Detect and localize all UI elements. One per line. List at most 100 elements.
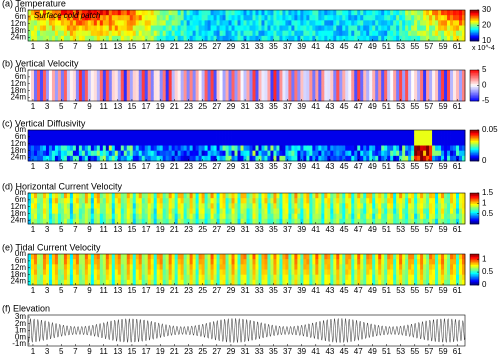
heatmap-cell bbox=[78, 20, 83, 26]
heatmap-cell bbox=[276, 150, 280, 157]
heatmap-cell bbox=[126, 15, 131, 21]
y-tick-label: 12m bbox=[10, 263, 26, 272]
heatmap-cell bbox=[339, 150, 343, 157]
heatmap-cell bbox=[414, 145, 418, 152]
heatmap-cell bbox=[225, 269, 229, 276]
heatmap-cell bbox=[180, 80, 185, 86]
heatmap-cell bbox=[447, 193, 451, 199]
x-tick-label: 27 bbox=[212, 347, 221, 356]
heatmap-cell bbox=[111, 35, 116, 42]
heatmap-cell bbox=[339, 135, 343, 141]
heatmap-cell bbox=[369, 218, 373, 225]
heatmap-cell bbox=[153, 30, 158, 37]
heatmap-cell bbox=[279, 130, 283, 136]
x-tick-label: 51 bbox=[382, 286, 391, 295]
heatmap-cell bbox=[120, 264, 125, 270]
heatmap-cell bbox=[78, 218, 83, 225]
heatmap-cell bbox=[240, 135, 244, 141]
heatmap-cell bbox=[153, 203, 158, 209]
heatmap-cell bbox=[174, 95, 179, 102]
heatmap-cell bbox=[174, 85, 179, 92]
heatmap-cell bbox=[300, 80, 304, 86]
heatmap-cell bbox=[222, 269, 226, 276]
heatmap-cell bbox=[294, 130, 298, 136]
colorbar-cell bbox=[470, 11, 479, 14]
heatmap-cell bbox=[312, 15, 316, 21]
heatmap-cell bbox=[267, 259, 271, 265]
heatmap-cell bbox=[264, 35, 268, 42]
heatmap-cell bbox=[348, 70, 352, 76]
heatmap-cell bbox=[327, 90, 331, 97]
heatmap-cell bbox=[459, 85, 463, 92]
heatmap-cell bbox=[267, 193, 271, 199]
heatmap-cell bbox=[450, 75, 454, 81]
heatmap-cell bbox=[222, 20, 226, 26]
heatmap-cell bbox=[381, 203, 385, 209]
heatmap-cell bbox=[297, 203, 301, 209]
heatmap-cell bbox=[234, 150, 238, 157]
heatmap-cell bbox=[393, 203, 397, 209]
heatmap-cell bbox=[264, 135, 268, 141]
heatmap-cell bbox=[150, 35, 155, 42]
heatmap-cell bbox=[51, 213, 56, 220]
heatmap-cell bbox=[213, 20, 217, 26]
heatmap-cell bbox=[132, 208, 137, 215]
heatmap-cell bbox=[198, 130, 203, 136]
heatmap-cell bbox=[120, 80, 125, 86]
heatmap-cell bbox=[114, 203, 119, 209]
x-tick-label: 49 bbox=[368, 286, 377, 295]
heatmap-cell bbox=[399, 10, 403, 16]
heatmap-cell bbox=[456, 218, 460, 225]
heatmap-cell bbox=[165, 15, 170, 21]
heatmap-cell bbox=[285, 279, 289, 286]
heatmap-cell bbox=[30, 264, 35, 270]
heatmap-cell bbox=[28, 90, 32, 97]
heatmap-cell bbox=[387, 203, 391, 209]
heatmap-cell bbox=[39, 130, 44, 136]
heatmap-cell bbox=[387, 80, 391, 86]
heatmap-cell bbox=[96, 274, 101, 281]
heatmap-cell bbox=[309, 140, 313, 146]
heatmap-cell bbox=[453, 25, 457, 32]
heatmap-cell bbox=[414, 150, 418, 157]
heatmap-cell bbox=[324, 35, 328, 42]
heatmap-cell bbox=[147, 269, 152, 276]
colorbar-cell bbox=[470, 216, 479, 219]
heatmap-cell bbox=[69, 70, 74, 76]
heatmap-cell bbox=[411, 218, 415, 225]
heatmap-cell bbox=[153, 264, 158, 270]
heatmap-cell bbox=[192, 264, 197, 270]
heatmap-cell bbox=[213, 274, 217, 281]
heatmap-cell bbox=[30, 25, 35, 32]
x-tick-label: 7 bbox=[73, 225, 78, 234]
heatmap-cell bbox=[174, 75, 179, 81]
heatmap-cell bbox=[105, 269, 110, 276]
heatmap-cell bbox=[72, 274, 77, 281]
heatmap-cell bbox=[324, 150, 328, 157]
heatmap-cell bbox=[429, 264, 433, 270]
heatmap-cell bbox=[141, 95, 146, 102]
heatmap-cell bbox=[231, 155, 235, 162]
heatmap-cell bbox=[348, 150, 352, 157]
heatmap-cell bbox=[75, 30, 80, 37]
heatmap-cell bbox=[411, 85, 415, 92]
heatmap-cell bbox=[192, 135, 197, 141]
heatmap-cell bbox=[66, 70, 71, 76]
heatmap-cell bbox=[303, 259, 307, 265]
heatmap-cell bbox=[186, 80, 191, 86]
x-tick-label: 61 bbox=[453, 286, 462, 295]
heatmap-cell bbox=[321, 150, 325, 157]
heatmap-cell bbox=[345, 35, 349, 42]
heatmap-cell bbox=[216, 198, 220, 204]
heatmap-cell bbox=[153, 135, 158, 141]
heatmap-cell bbox=[420, 254, 424, 260]
heatmap-cell bbox=[225, 80, 229, 86]
heatmap-cell bbox=[252, 80, 256, 86]
heatmap-cell bbox=[384, 90, 388, 97]
heatmap-cell bbox=[96, 35, 101, 42]
x-tick-label: 11 bbox=[100, 42, 109, 51]
heatmap-cell bbox=[399, 140, 403, 146]
heatmap-cell bbox=[420, 198, 424, 204]
heatmap-cell bbox=[330, 264, 334, 270]
heatmap-cell bbox=[207, 279, 211, 286]
